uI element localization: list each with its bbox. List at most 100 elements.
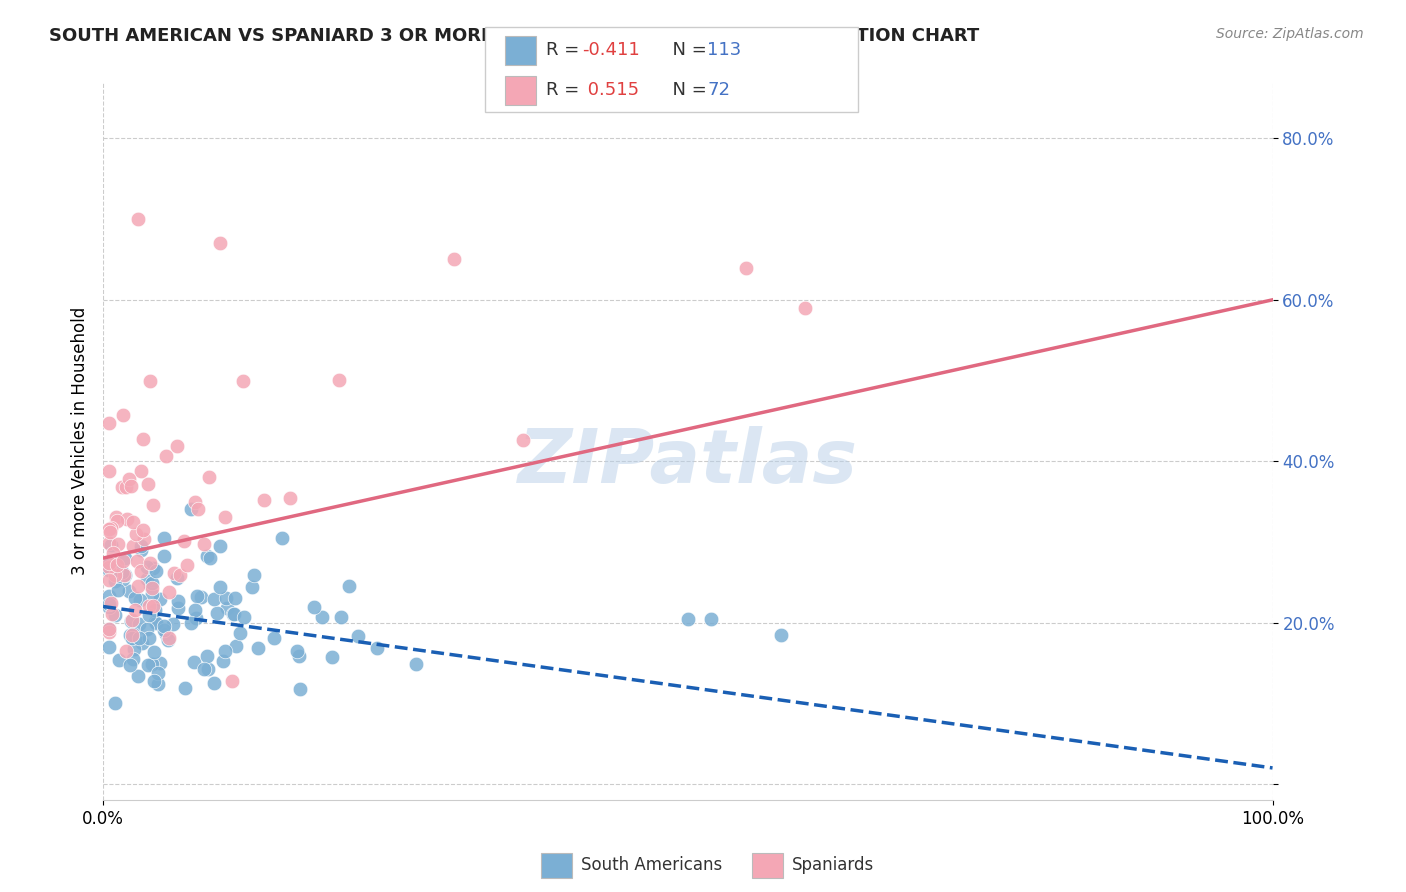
Point xyxy=(209,539,232,553)
Point xyxy=(215,601,238,615)
Point xyxy=(240,580,263,594)
Point xyxy=(205,606,228,620)
Point xyxy=(142,599,165,613)
Point xyxy=(512,434,534,448)
Point xyxy=(229,625,252,640)
Point xyxy=(195,549,218,563)
Point xyxy=(285,644,308,658)
Point xyxy=(174,681,197,695)
Point xyxy=(108,653,131,667)
Text: 72: 72 xyxy=(707,81,730,99)
Point xyxy=(405,657,427,671)
Point xyxy=(735,260,758,275)
Point xyxy=(162,566,184,581)
Point xyxy=(209,236,232,251)
Point xyxy=(115,480,138,494)
Point xyxy=(101,607,124,622)
Point xyxy=(134,532,156,546)
Point xyxy=(142,498,165,512)
Point xyxy=(224,591,246,605)
Point xyxy=(121,628,143,642)
Point xyxy=(167,601,190,615)
Point xyxy=(98,563,121,577)
Point xyxy=(167,594,190,608)
Point xyxy=(198,470,221,484)
Point xyxy=(131,636,153,650)
Point xyxy=(152,623,174,637)
Point xyxy=(104,568,127,582)
Point xyxy=(107,514,129,528)
Text: 0.515: 0.515 xyxy=(582,81,640,99)
Point xyxy=(132,433,155,447)
Point xyxy=(111,480,134,494)
Point xyxy=(128,632,150,646)
Point xyxy=(302,599,325,614)
Point xyxy=(111,565,134,579)
Point xyxy=(155,627,177,641)
Point xyxy=(209,580,232,594)
Point xyxy=(195,649,218,664)
Point xyxy=(118,658,141,673)
Point xyxy=(311,610,333,624)
Point xyxy=(700,612,723,626)
Point xyxy=(321,650,343,665)
Point xyxy=(112,554,135,568)
Point xyxy=(166,439,188,453)
Point xyxy=(143,645,166,659)
Text: R =: R = xyxy=(546,42,585,60)
Point xyxy=(187,501,209,516)
Point xyxy=(114,567,136,582)
Point xyxy=(288,681,311,696)
Point xyxy=(157,632,180,646)
Point xyxy=(329,609,352,624)
Point xyxy=(98,417,121,431)
Point xyxy=(138,599,160,613)
Point xyxy=(141,581,163,595)
Point xyxy=(104,509,127,524)
Point xyxy=(198,551,221,566)
Text: Source: ZipAtlas.com: Source: ZipAtlas.com xyxy=(1216,27,1364,41)
Point xyxy=(107,582,129,597)
Point xyxy=(139,374,162,388)
Point xyxy=(197,662,219,676)
Point xyxy=(183,655,205,669)
Point xyxy=(146,666,169,681)
Point xyxy=(278,491,301,506)
Point xyxy=(190,591,212,605)
Point xyxy=(121,631,143,645)
Point xyxy=(128,617,150,632)
Point xyxy=(221,673,243,688)
Point xyxy=(98,560,121,574)
Point xyxy=(152,619,174,633)
Point xyxy=(115,643,138,657)
Point xyxy=(98,640,121,654)
Text: ZIPatlas: ZIPatlas xyxy=(517,426,858,500)
Text: South Americans: South Americans xyxy=(581,856,721,874)
Point xyxy=(98,600,121,615)
Point xyxy=(328,373,350,387)
Point xyxy=(152,531,174,545)
Point xyxy=(676,612,699,626)
Point xyxy=(98,597,121,611)
Point xyxy=(270,531,292,545)
Point xyxy=(169,567,191,582)
Point xyxy=(142,560,165,574)
Point xyxy=(770,628,793,642)
Point xyxy=(104,608,127,623)
Point xyxy=(141,657,163,671)
Point xyxy=(253,493,276,508)
Point xyxy=(121,613,143,627)
Point xyxy=(149,592,172,607)
Point xyxy=(98,573,121,587)
Point xyxy=(98,554,121,568)
Point xyxy=(129,543,152,558)
Point xyxy=(157,584,180,599)
Point xyxy=(162,617,184,632)
Point xyxy=(98,625,121,640)
Point xyxy=(114,550,136,565)
Point xyxy=(111,409,134,423)
Point xyxy=(214,644,236,658)
Text: 113: 113 xyxy=(707,42,741,60)
Point xyxy=(214,510,236,524)
Point xyxy=(98,622,121,636)
